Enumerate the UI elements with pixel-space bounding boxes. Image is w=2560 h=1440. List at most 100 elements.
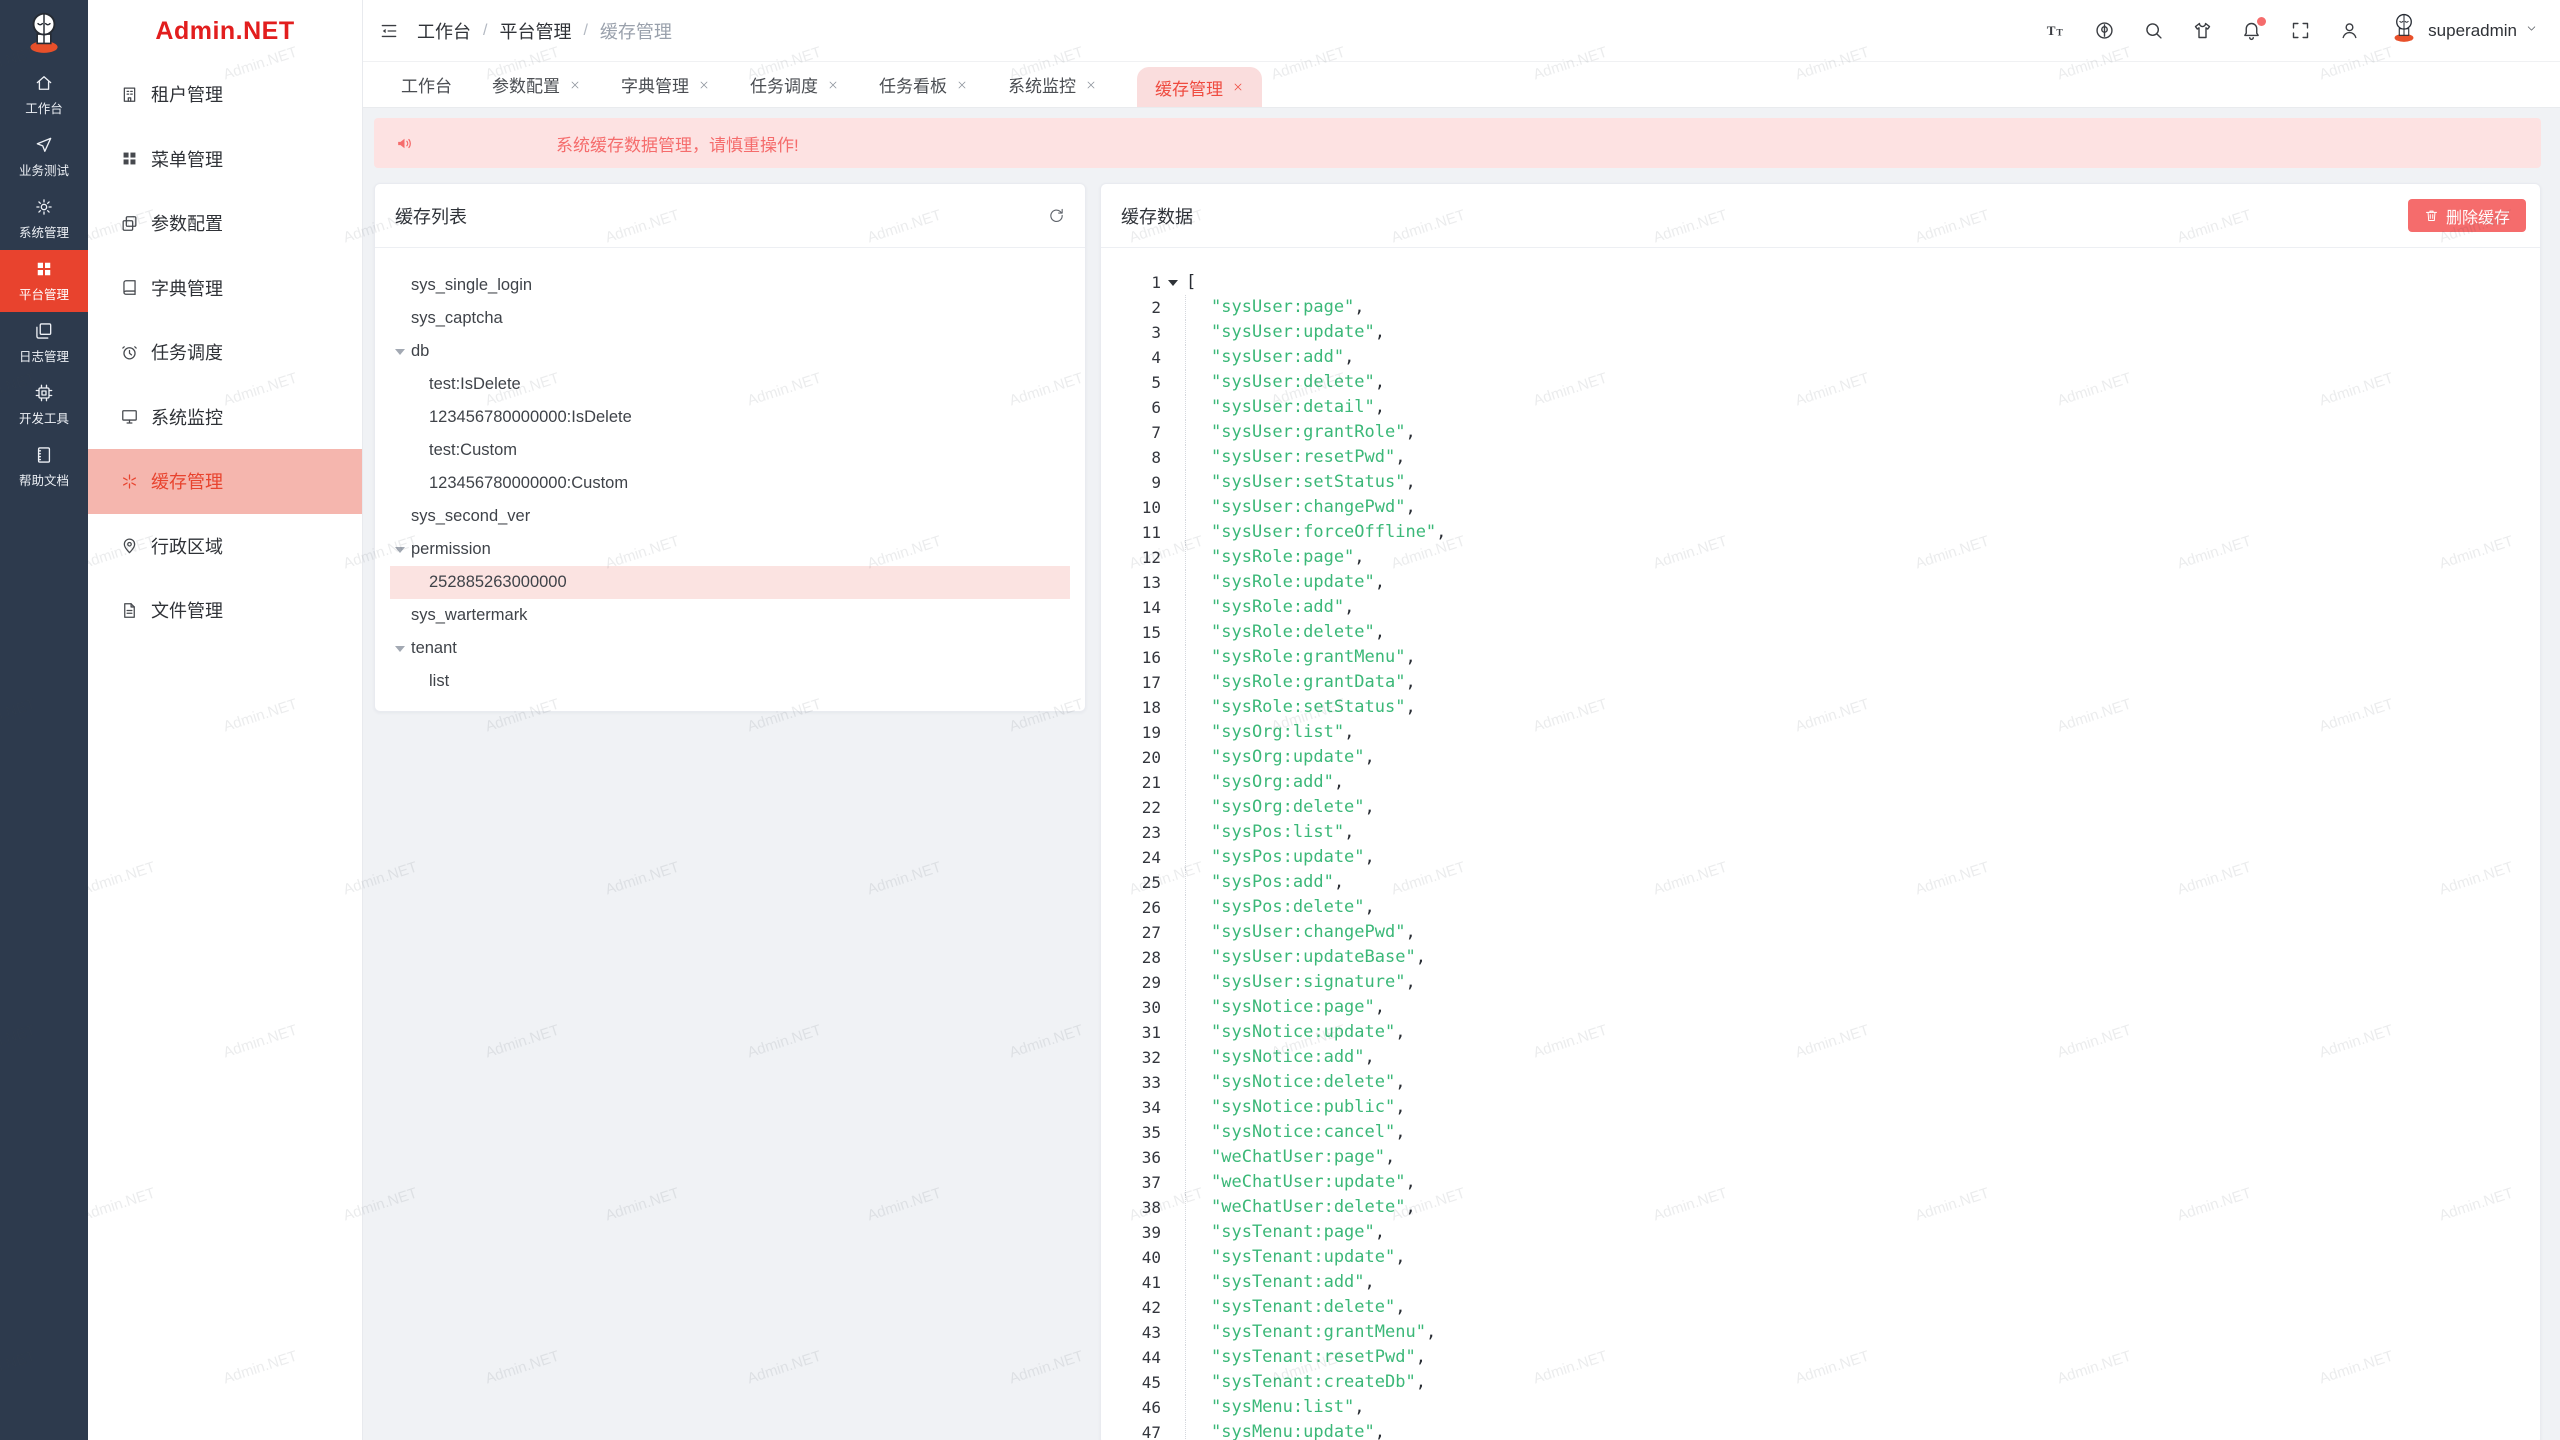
code-content: "sysNotice:add", [1185, 1045, 1375, 1070]
tab-缓存管理[interactable]: 缓存管理 [1137, 67, 1262, 107]
code-line: 34 "sysNotice:public", [1121, 1095, 2540, 1120]
tree-node[interactable]: sys_second_ver [390, 500, 1070, 533]
close-icon[interactable] [827, 79, 839, 91]
caret-down-icon[interactable] [395, 645, 411, 652]
tree-node-label: sys_captcha [411, 309, 503, 327]
json-comma: , [1374, 372, 1386, 392]
tree-node[interactable]: list [390, 665, 1070, 698]
tree-node[interactable]: tenant [390, 632, 1070, 665]
code-line: 4 "sysUser:add", [1121, 345, 2540, 370]
rail-item-gear[interactable]: 系统管理 [0, 188, 88, 250]
code-content: "sysNotice:update", [1185, 1020, 1405, 1045]
rail-item-book[interactable]: 帮助文档 [0, 436, 88, 498]
sidebar-item-params[interactable]: 参数配置 [88, 191, 362, 256]
line-number: 22 [1141, 798, 1161, 817]
tab-字典管理[interactable]: 字典管理 [621, 62, 710, 108]
tab-bar: 工作台 参数配置 字典管理 任务调度 任务看板 系统监控 缓存管理 [363, 62, 2560, 108]
tree-node[interactable]: sys_wartermark [390, 599, 1070, 632]
secondary-sidebar: Admin.NET 租户管理 菜单管理 参数配置 字典管理 任务调度 系统监控 缓存管理 行政… [88, 0, 363, 1440]
code-line: 26 "sysPos:delete", [1121, 895, 2540, 920]
tree-node[interactable]: 123456780000000:IsDelete [390, 401, 1070, 434]
breadcrumb-item[interactable]: 工作台 [417, 21, 471, 42]
json-comma: , [1405, 922, 1416, 942]
rail-item-grid[interactable]: 平台管理 [0, 250, 88, 312]
caret-down-icon[interactable] [395, 546, 411, 553]
line-number: 27 [1141, 923, 1161, 942]
tree-node[interactable]: permission [390, 533, 1070, 566]
tree-node[interactable]: sys_single_login [390, 269, 1070, 302]
close-icon[interactable] [1085, 79, 1097, 91]
code-line: 44 "sysTenant:resetPwd", [1121, 1345, 2540, 1370]
tree-node[interactable]: 123456780000000:Custom [390, 467, 1070, 500]
tab-任务调度[interactable]: 任务调度 [750, 62, 839, 108]
tree-node[interactable]: db [390, 335, 1070, 368]
tree-node[interactable]: sys_captcha [390, 302, 1070, 335]
user-menu[interactable]: superadmin [2388, 12, 2538, 49]
code-line: 12 "sysRole:page", [1121, 545, 2540, 570]
language-icon[interactable] [2094, 20, 2115, 41]
fold-gutter [1161, 745, 1185, 770]
fold-gutter [1161, 1220, 1185, 1245]
delete-cache-button[interactable]: 删除缓存 [2407, 199, 2526, 232]
sidebar-item-cache[interactable]: 缓存管理 [88, 449, 362, 514]
json-comma: , [1333, 772, 1345, 792]
caret-shape [395, 645, 405, 652]
code-content: "sysNotice:public", [1185, 1095, 1405, 1120]
json-comma: , [1374, 397, 1386, 417]
json-string: "sysUser:resetPwd" [1211, 447, 1396, 467]
fold-gutter [1161, 1370, 1185, 1395]
tree-node[interactable]: test:IsDelete [390, 368, 1070, 401]
sidebar-item-monitor[interactable]: 系统监控 [88, 385, 362, 450]
rail-item-cpu[interactable]: 开发工具 [0, 374, 88, 436]
rail-item-send[interactable]: 业务测试 [0, 126, 88, 188]
tree-node[interactable]: 252885263000000 [390, 566, 1070, 599]
gear-icon [34, 197, 54, 217]
notification-icon[interactable] [2241, 17, 2267, 41]
code-content: "sysPos:delete", [1185, 895, 1375, 920]
sidebar-item-dict[interactable]: 字典管理 [88, 256, 362, 321]
tab-系统监控[interactable]: 系统监控 [1008, 62, 1097, 108]
fullscreen-icon[interactable] [2290, 20, 2311, 41]
close-icon[interactable] [569, 79, 581, 91]
json-string: "sysPos:list" [1211, 822, 1345, 842]
json-comma: , [1395, 447, 1406, 467]
rail-item-logs[interactable]: 日志管理 [0, 312, 88, 374]
fold-gutter [1161, 620, 1185, 645]
json-string: "sysNotice:update" [1211, 1022, 1396, 1042]
fold-caret-icon[interactable] [1161, 270, 1185, 295]
code-line: 13 "sysRole:update", [1121, 570, 2540, 595]
tab-任务看板[interactable]: 任务看板 [879, 62, 968, 108]
json-string: "sysUser:delete" [1211, 372, 1375, 392]
sidebar-item-tenant[interactable]: 租户管理 [88, 62, 362, 127]
tree-node[interactable]: test:Custom [390, 434, 1070, 467]
tab-工作台[interactable]: 工作台 [401, 62, 452, 108]
tab-参数配置[interactable]: 参数配置 [492, 62, 581, 108]
caret-down-icon[interactable] [395, 348, 411, 355]
breadcrumb-item[interactable]: 平台管理 [499, 21, 572, 42]
warning-banner: 系统缓存数据管理，请慎重操作! [374, 118, 2541, 168]
sidebar-item-menu[interactable]: 菜单管理 [88, 127, 362, 192]
json-comma: , [1364, 1272, 1375, 1292]
refresh-icon[interactable] [1048, 207, 1065, 224]
theme-icon[interactable] [2192, 20, 2213, 41]
sidebar-item-region[interactable]: 行政区域 [88, 514, 362, 579]
rail-item-label: 日志管理 [18, 350, 69, 364]
rail-item-home[interactable]: 工作台 [0, 64, 88, 126]
json-string: "sysUser:page" [1211, 297, 1355, 317]
line-number: 1 [1151, 273, 1161, 292]
profile-icon[interactable] [2339, 20, 2360, 41]
json-viewer[interactable]: 1[2 "sysUser:page", 3 "sysUser:update", 4 "sy… [1101, 248, 2540, 1440]
sidebar-item-file[interactable]: 文件管理 [88, 578, 362, 643]
line-number: 4 [1151, 348, 1161, 367]
fold-gutter [1161, 520, 1185, 545]
fold-gutter [1161, 1195, 1185, 1220]
sidebar-item-schedule[interactable]: 任务调度 [88, 320, 362, 385]
menu-fold-icon[interactable] [379, 21, 399, 41]
close-icon[interactable] [956, 79, 968, 91]
close-icon[interactable] [1232, 81, 1244, 93]
json-string: "sysUser:updateBase" [1211, 947, 1416, 967]
close-icon[interactable] [698, 79, 710, 91]
search-icon[interactable] [2143, 20, 2164, 41]
